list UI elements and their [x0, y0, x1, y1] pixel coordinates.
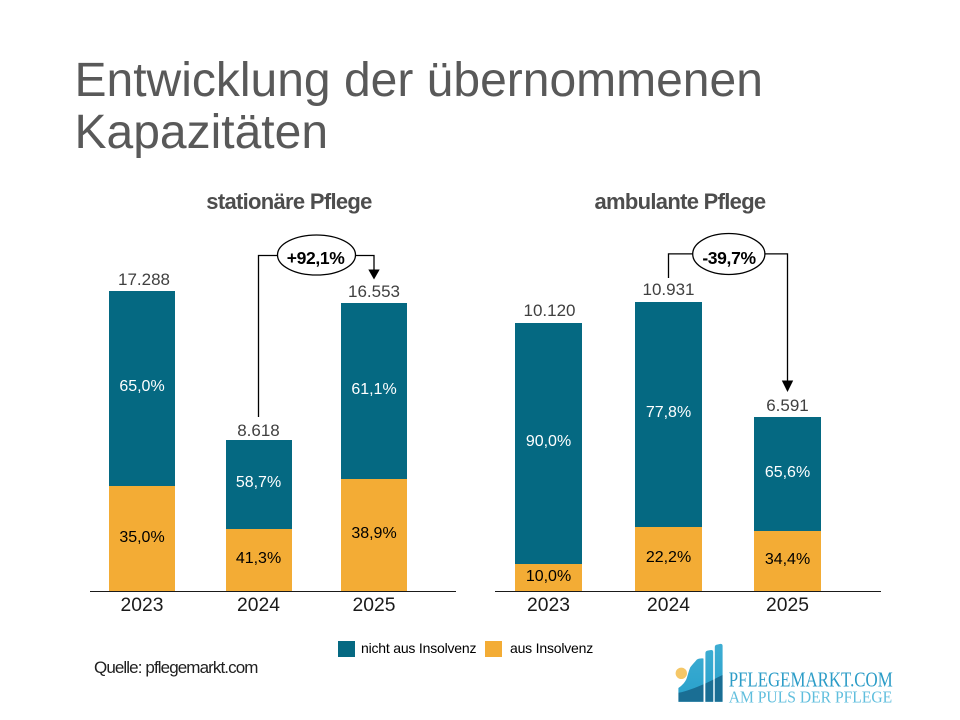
svg-text:AM PULS DER PFLEGE: AM PULS DER PFLEGE — [729, 688, 893, 707]
svg-text:PFLEGEMARKT.COM: PFLEGEMARKT.COM — [729, 667, 893, 691]
